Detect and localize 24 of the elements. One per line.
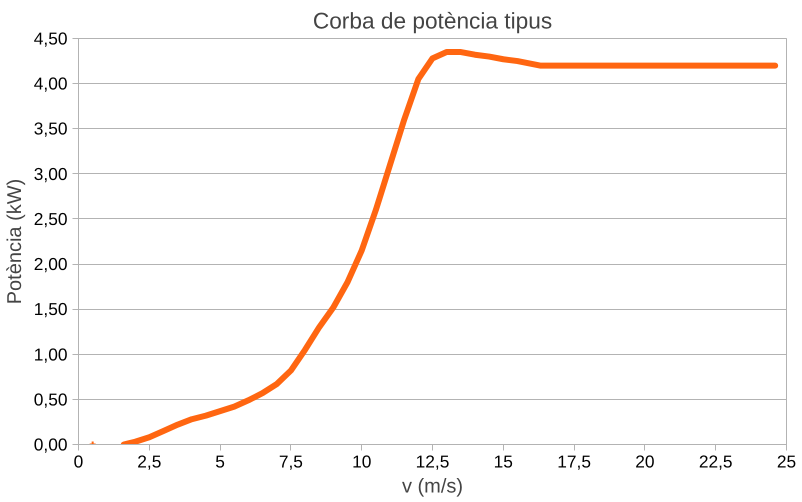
x-tick-label: 7,5 [278,452,303,472]
x-tick-label: 5 [215,452,225,472]
x-tick-label: 22,5 [698,452,733,472]
x-axis-title: v (m/s) [402,476,464,498]
y-tick-label: 0,50 [34,389,68,410]
y-tick-label: 4,50 [34,28,68,48]
y-tick-label: 2,00 [34,254,68,274]
x-tick-label: 25 [776,452,796,472]
y-tick-label: 1,50 [34,299,68,320]
y-tick-label: 3,50 [34,118,68,139]
y-tick-label: 1,00 [34,344,68,364]
chart-title: Corba de potència tipus [312,8,552,34]
x-tick-label: 10 [352,452,372,472]
y-tick-label: 2,50 [34,208,68,229]
x-tick-label: 12,5 [416,452,450,472]
x-tick-label: 17,5 [557,452,591,472]
y-axis-title: Potència (kW) [4,178,26,304]
y-tick-label: 0,00 [34,434,68,454]
x-tick-label: 2,5 [137,452,162,472]
y-tick-label: 3,00 [34,164,68,184]
y-tick-label: 4,00 [34,74,68,94]
x-tick-label: 20 [635,452,655,472]
x-tick-label: 15 [494,452,513,472]
x-tick-label: 0 [74,452,84,472]
